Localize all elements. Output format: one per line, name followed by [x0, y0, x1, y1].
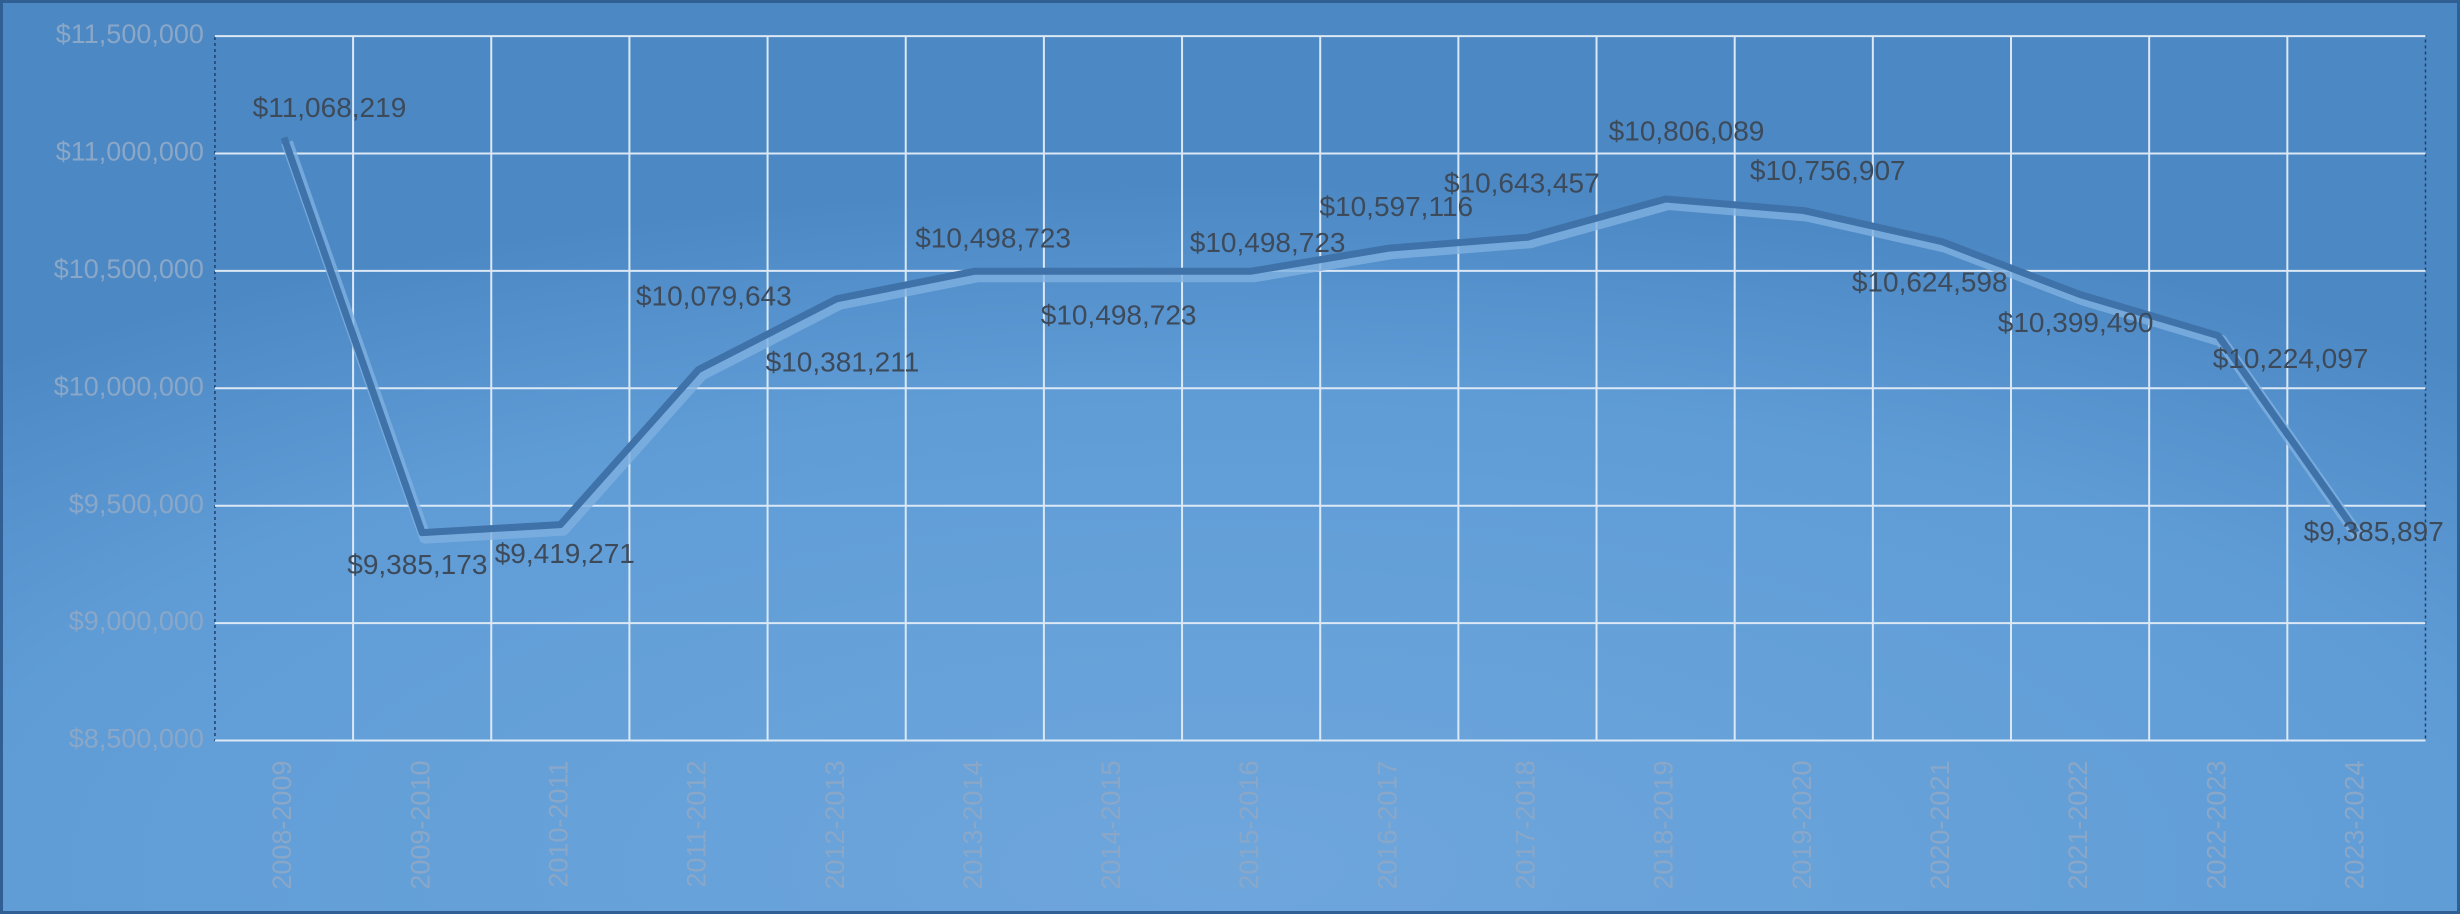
y-tick-label: $8,500,000	[69, 724, 204, 754]
y-tick-label: $9,500,000	[69, 489, 204, 519]
x-tick-label: 2023-2024	[2340, 761, 2370, 890]
data-label: $10,806,089	[1609, 116, 1765, 147]
x-tick-label: 2008-2009	[267, 761, 297, 890]
data-label: $10,498,723	[915, 222, 1071, 253]
x-tick-label: 2009-2010	[405, 761, 435, 890]
x-tick-label: 2017-2018	[1511, 761, 1541, 890]
y-tick-label: $10,000,000	[54, 371, 204, 401]
data-label: $10,756,907	[1750, 155, 1906, 186]
data-label: $10,498,723	[1190, 227, 1346, 258]
x-tick-label: 2015-2016	[1234, 761, 1264, 890]
data-label: $10,624,598	[1852, 266, 2008, 297]
data-label: $10,079,643	[636, 280, 792, 311]
data-line	[280, 136, 2360, 537]
x-tick-label: 2011-2012	[682, 761, 712, 888]
y-tick-label: $10,500,000	[54, 254, 204, 284]
data-label: $10,498,723	[1041, 299, 1197, 330]
x-tick-label: 2016-2017	[1372, 761, 1402, 890]
x-tick-label: 2014-2015	[1096, 761, 1126, 890]
data-label: $9,385,897	[2304, 516, 2444, 547]
x-tick-label: 2010-2011	[543, 761, 573, 888]
x-tick-label: 2012-2013	[820, 761, 850, 890]
data-label: $10,381,211	[766, 346, 920, 377]
line-shadow	[281, 140, 2365, 544]
x-tick-label: 2020-2021	[1925, 761, 1955, 890]
data-label: $10,224,097	[2213, 343, 2369, 374]
x-tick-label: 2022-2023	[2201, 761, 2231, 890]
data-label: $9,419,271	[495, 538, 635, 569]
x-tick-label: 2018-2019	[1649, 761, 1679, 890]
data-label: $9,385,173	[347, 549, 487, 580]
y-tick-label: $11,500,000	[56, 19, 204, 49]
data-label: $10,399,490	[1998, 307, 2154, 338]
y-tick-label: $9,000,000	[69, 606, 204, 636]
data-label: $11,068,219	[253, 92, 407, 123]
x-tick-label: 2019-2020	[1787, 761, 1817, 890]
x-tick-label: 2021-2022	[2063, 761, 2093, 890]
x-tick-label: 2013-2014	[958, 761, 988, 890]
data-label: $10,597,116	[1319, 191, 1473, 222]
data-label: $10,643,457	[1444, 168, 1600, 199]
y-tick-label: $11,000,000	[56, 137, 204, 167]
